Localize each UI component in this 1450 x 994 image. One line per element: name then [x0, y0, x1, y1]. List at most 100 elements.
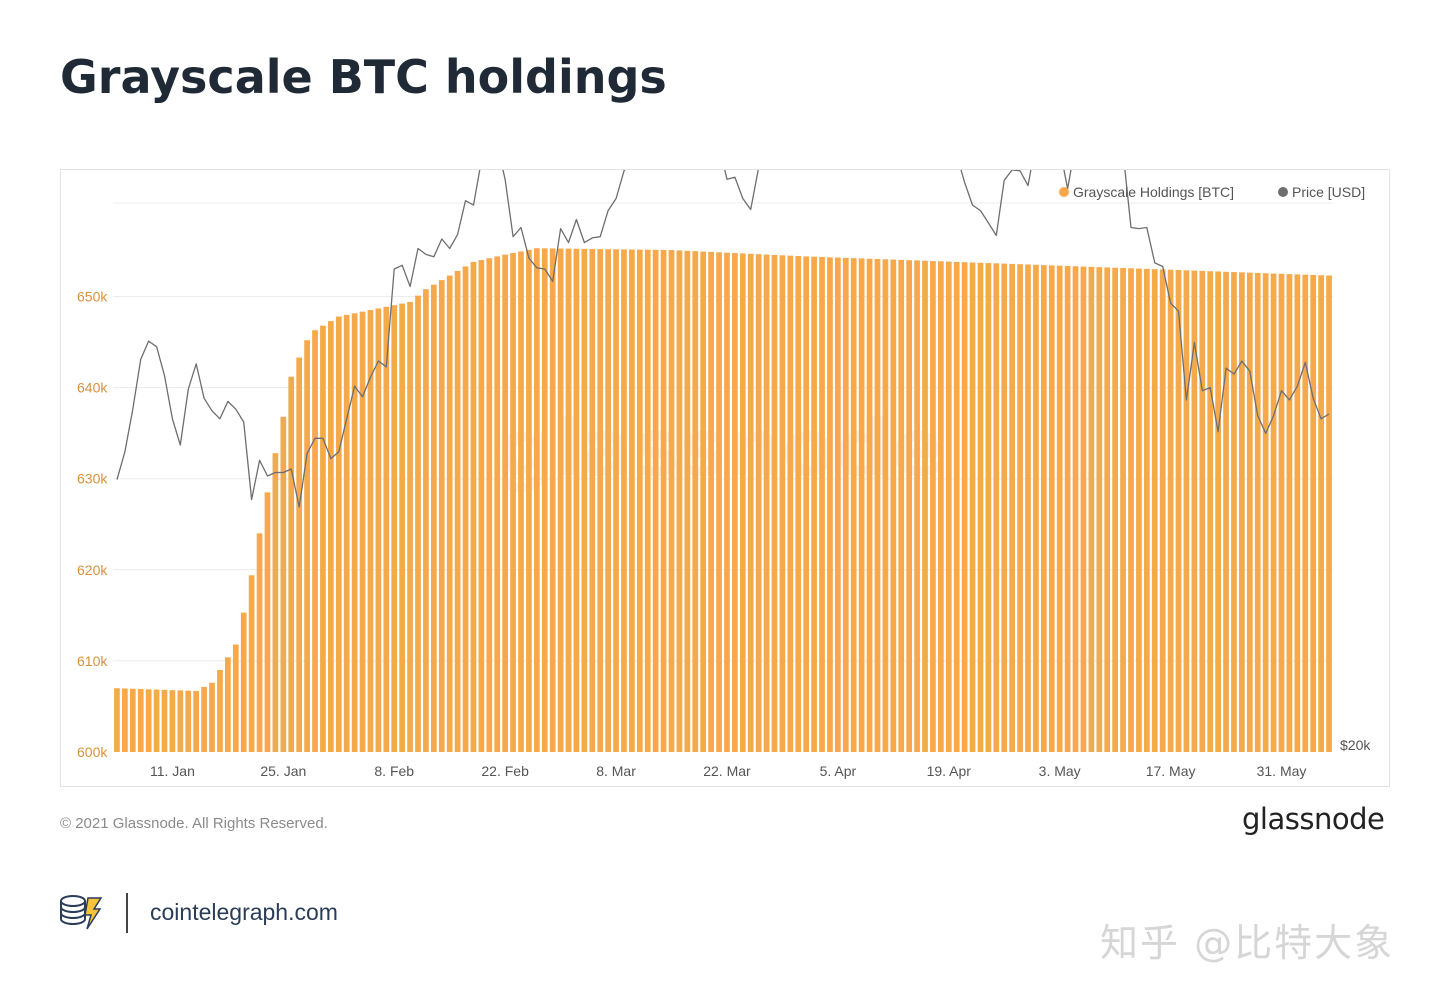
holdings-bar[interactable] — [1302, 274, 1309, 752]
holdings-bar[interactable] — [272, 453, 279, 752]
holdings-bar[interactable] — [415, 295, 421, 752]
holdings-bar[interactable] — [565, 248, 572, 752]
holdings-bar[interactable] — [343, 314, 350, 752]
holdings-bar[interactable] — [819, 256, 825, 752]
holdings-bar[interactable] — [1096, 267, 1103, 752]
holdings-bar[interactable] — [1136, 268, 1142, 752]
holdings-bar[interactable] — [882, 259, 889, 752]
holdings-bar[interactable] — [1231, 272, 1237, 752]
holdings-bar[interactable] — [1143, 268, 1150, 752]
holdings-bar[interactable] — [351, 313, 358, 752]
holdings-bar[interactable] — [795, 256, 802, 752]
holdings-bar[interactable] — [747, 253, 754, 752]
holdings-bar[interactable] — [454, 270, 461, 752]
holdings-bar[interactable] — [755, 254, 762, 753]
holdings-bar[interactable] — [890, 259, 897, 752]
holdings-bar[interactable] — [922, 260, 928, 752]
holdings-bar[interactable] — [383, 306, 390, 752]
holdings-bar[interactable] — [676, 250, 683, 752]
holdings-bar[interactable] — [232, 644, 239, 753]
holdings-bar[interactable] — [1215, 271, 1221, 752]
holdings-bar[interactable] — [700, 251, 707, 752]
holdings-bar[interactable] — [613, 249, 619, 752]
holdings-bar[interactable] — [629, 249, 635, 753]
holdings-bar[interactable] — [312, 330, 318, 752]
holdings-bar[interactable] — [114, 688, 120, 752]
holdings-bar[interactable] — [961, 262, 968, 752]
holdings-bar[interactable] — [1009, 263, 1015, 752]
holdings-bar[interactable] — [581, 248, 588, 753]
holdings-bar[interactable] — [977, 262, 984, 752]
holdings-bar[interactable] — [906, 260, 913, 752]
price-line[interactable] — [116, 170, 1330, 508]
holdings-bar[interactable] — [850, 258, 857, 752]
holdings-bar[interactable] — [1064, 265, 1071, 752]
holdings-bar[interactable] — [724, 252, 730, 752]
holdings-bar[interactable] — [137, 689, 144, 752]
holdings-bar[interactable] — [486, 258, 493, 752]
holdings-bar[interactable] — [858, 258, 865, 752]
holdings-bar[interactable] — [589, 248, 596, 752]
holdings-bar[interactable] — [462, 266, 469, 752]
holdings-bar[interactable] — [217, 670, 223, 752]
holdings-bar[interactable] — [526, 249, 532, 752]
holdings-bar[interactable] — [1286, 274, 1293, 752]
holdings-bar[interactable] — [248, 575, 255, 752]
holdings-bar[interactable] — [835, 257, 841, 752]
holdings-bar[interactable] — [739, 253, 746, 753]
holdings-bar[interactable] — [549, 248, 556, 752]
holdings-bar[interactable] — [1326, 275, 1332, 752]
holdings-bar[interactable] — [692, 251, 699, 752]
holdings-bar[interactable] — [1128, 268, 1134, 752]
holdings-bar[interactable] — [399, 303, 405, 752]
holdings-bar[interactable] — [1151, 269, 1158, 752]
holdings-bar[interactable] — [1112, 267, 1118, 752]
holdings-bar[interactable] — [359, 311, 366, 752]
holdings-bar[interactable] — [605, 249, 611, 752]
holdings-bar[interactable] — [898, 259, 905, 752]
holdings-bar[interactable] — [1223, 271, 1229, 752]
holdings-bar[interactable] — [874, 259, 881, 752]
holdings-bar[interactable] — [177, 690, 184, 752]
holdings-bar[interactable] — [668, 250, 675, 752]
holdings-bar[interactable] — [367, 310, 374, 752]
holdings-bar[interactable] — [1270, 273, 1277, 752]
holdings-bar[interactable] — [1239, 272, 1245, 752]
holdings-bar[interactable] — [201, 686, 207, 752]
holdings-bar[interactable] — [1048, 265, 1055, 752]
holdings-bar[interactable] — [1167, 269, 1174, 752]
chart-legend[interactable]: Grayscale Holdings [BTC] Price [USD] — [1059, 184, 1365, 200]
holdings-bar[interactable] — [256, 533, 263, 752]
holdings-bar[interactable] — [1294, 274, 1301, 752]
holdings-bar[interactable] — [771, 254, 778, 753]
holdings-bar[interactable] — [391, 305, 398, 752]
holdings-bar[interactable] — [557, 248, 564, 752]
holdings-bar[interactable] — [1254, 272, 1261, 752]
holdings-bar[interactable] — [288, 376, 295, 752]
holdings-bar[interactable] — [1262, 273, 1269, 752]
holdings-bar[interactable] — [660, 249, 667, 752]
holdings-bar[interactable] — [438, 280, 445, 752]
holdings-bar[interactable] — [985, 263, 992, 752]
holdings-bar[interactable] — [510, 253, 516, 752]
holdings-bar[interactable] — [763, 254, 770, 752]
holdings-bar[interactable] — [1017, 264, 1023, 752]
holdings-bar[interactable] — [153, 689, 160, 752]
holdings-bar[interactable] — [708, 251, 714, 752]
holdings-bar[interactable] — [969, 262, 976, 752]
holdings-bar[interactable] — [1056, 265, 1063, 752]
holdings-bar[interactable] — [1120, 268, 1126, 752]
holdings-bar[interactable] — [953, 261, 960, 752]
holdings-bar[interactable] — [494, 256, 501, 752]
holdings-bar[interactable] — [161, 689, 168, 752]
holdings-bar[interactable] — [280, 416, 287, 752]
holdings-bar[interactable] — [1175, 270, 1182, 752]
holdings-bar[interactable] — [225, 657, 231, 752]
holdings-bar[interactable] — [1159, 269, 1166, 752]
holdings-bar[interactable] — [1040, 265, 1047, 752]
holdings-bar[interactable] — [779, 255, 786, 752]
holdings-bar[interactable] — [811, 256, 817, 752]
holdings-bar[interactable] — [470, 261, 477, 752]
holdings-bar[interactable] — [938, 261, 944, 752]
holdings-bar[interactable] — [407, 301, 413, 752]
